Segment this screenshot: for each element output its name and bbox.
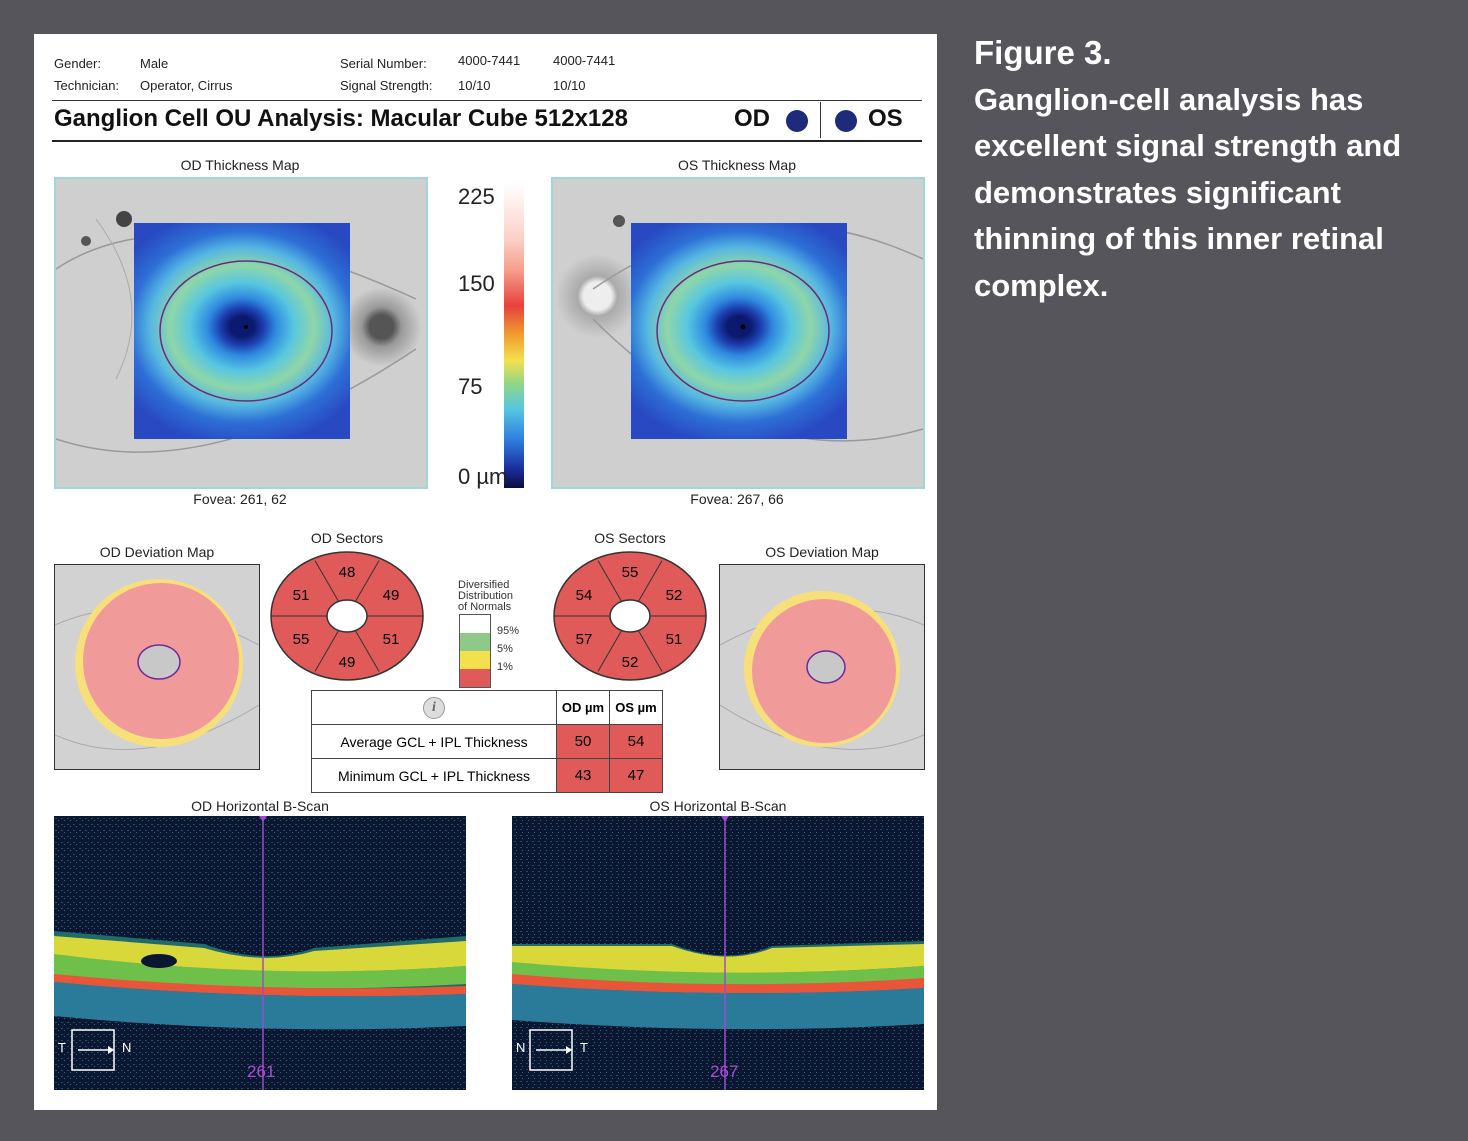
os-thickness-map — [551, 177, 925, 489]
signal-od: 10/10 — [458, 78, 491, 93]
avg-thickness-label: Average GCL + IPL Thickness — [311, 724, 557, 759]
gender-label: Gender: — [54, 56, 101, 71]
od-bscan-title: OD Horizontal B-Scan — [191, 798, 329, 814]
normals-legend-bar — [459, 614, 491, 688]
normals-legend-title-3: of Normals — [458, 601, 512, 613]
od-sectors-chart: 48 49 51 49 55 51 — [270, 551, 424, 681]
os-sector-superior: 55 — [622, 564, 639, 581]
technician-value: Operator, Cirrus — [140, 78, 233, 93]
col-od-header: OD µm — [556, 690, 610, 725]
os-deviation-title: OS Deviation Map — [765, 544, 879, 560]
scale-label-75: 75 — [458, 374, 483, 399]
signal-label: Signal Strength: — [340, 78, 433, 93]
col-os-header: OS µm — [609, 690, 663, 725]
od-deviation-title: OD Deviation Map — [99, 544, 215, 560]
od-sector-superior: 48 — [339, 564, 356, 581]
color-scale-bar — [504, 184, 524, 488]
min-thickness-os: 47 — [609, 758, 663, 793]
os-thickness-title: OS Thickness Map — [677, 157, 796, 173]
normals-tick-95: 95% — [497, 625, 520, 637]
eye-divider — [820, 102, 821, 138]
od-bscan-left-dir: T — [58, 1040, 66, 1055]
od-thickness-title: OD Thickness Map — [180, 157, 300, 173]
normals-legend-title-1: Diversified — [458, 579, 510, 591]
table-row: Average GCL + IPL Thickness 50 54 — [311, 724, 663, 759]
normals-legend-title-2: Distribution — [458, 590, 514, 602]
od-bscan-right-dir: N — [122, 1040, 132, 1055]
os-sector-inferotemporal: 51 — [666, 631, 683, 648]
page-title: Ganglion Cell OU Analysis: Macular Cube … — [54, 105, 628, 132]
od-fovea: Fovea: 261, 62 — [193, 491, 287, 507]
od-sector-inferotemporal: 55 — [293, 631, 310, 648]
os-sector-inferonasal: 57 — [576, 631, 593, 648]
normals-tick-1: 1% — [497, 661, 513, 673]
os-sector-superotemporal: 52 — [666, 587, 683, 604]
od-sector-inferonasal: 51 — [383, 631, 400, 648]
scale-label-150: 150 — [458, 271, 495, 296]
od-bscan: T N 261 — [54, 816, 466, 1090]
od-thickness-overlay — [134, 223, 350, 439]
os-fovea: Fovea: 267, 66 — [690, 491, 784, 507]
os-sectors-title: OS Sectors — [594, 530, 666, 546]
info-icon[interactable]: i — [423, 696, 445, 719]
gender-value: Male — [140, 56, 169, 71]
serial-od: 4000-7441 — [458, 53, 521, 68]
od-thickness-map — [54, 177, 428, 489]
serial-os: 4000-7441 — [553, 53, 616, 68]
od-eye-icon — [786, 110, 808, 132]
od-deviation-map — [54, 564, 260, 770]
avg-thickness-os: 54 — [609, 724, 663, 759]
os-deviation-map — [719, 564, 925, 770]
os-bscan: N T 267 — [512, 816, 924, 1090]
os-bscan-position: 267 — [710, 1062, 739, 1081]
os-thickness-overlay — [631, 223, 847, 439]
figure-caption-text: Ganglion-cell analysis has excellent sig… — [974, 81, 1402, 303]
thickness-table: i OD µm OS µm Average GCL + IPL Thicknes… — [311, 690, 663, 793]
avg-thickness-od: 50 — [556, 724, 610, 759]
os-eye-icon — [835, 110, 857, 132]
scale-label-0: 0 µm — [458, 464, 508, 489]
os-sector-superonasal: 54 — [576, 587, 593, 604]
info-cell: i — [311, 690, 557, 725]
figure-caption: Figure 3. Ganglion-cell analysis has exc… — [974, 30, 1444, 309]
scale-label-225: 225 — [458, 184, 495, 209]
od-bscan-position: 261 — [247, 1062, 276, 1081]
os-bscan-left-dir: N — [516, 1040, 526, 1055]
gcl-report: Gender: Male Technician: Operator, Cirru… — [34, 34, 937, 1110]
os-label: OS — [868, 105, 903, 132]
header-rule-top — [52, 100, 922, 101]
normals-tick-5: 5% — [497, 643, 513, 655]
header-rule-bottom — [52, 140, 922, 142]
signal-os: 10/10 — [553, 78, 586, 93]
serial-label: Serial Number: — [340, 56, 427, 71]
od-sectors-title: OD Sectors — [310, 530, 384, 546]
os-bscan-right-dir: T — [580, 1040, 588, 1055]
os-sector-inferior: 52 — [622, 654, 639, 671]
table-row: Minimum GCL + IPL Thickness 43 47 — [311, 758, 663, 793]
min-thickness-od: 43 — [556, 758, 610, 793]
od-sector-superotemporal: 51 — [293, 587, 310, 604]
technician-label: Technician: — [54, 78, 120, 93]
od-sector-superonasal: 49 — [383, 587, 400, 604]
od-sector-inferior: 49 — [339, 654, 356, 671]
os-bscan-title: OS Horizontal B-Scan — [649, 798, 787, 814]
od-label: OD — [734, 105, 770, 132]
min-thickness-label: Minimum GCL + IPL Thickness — [311, 758, 557, 793]
figure-number: Figure 3. — [974, 34, 1112, 71]
os-sectors-chart: 55 52 51 52 57 54 — [553, 551, 707, 681]
